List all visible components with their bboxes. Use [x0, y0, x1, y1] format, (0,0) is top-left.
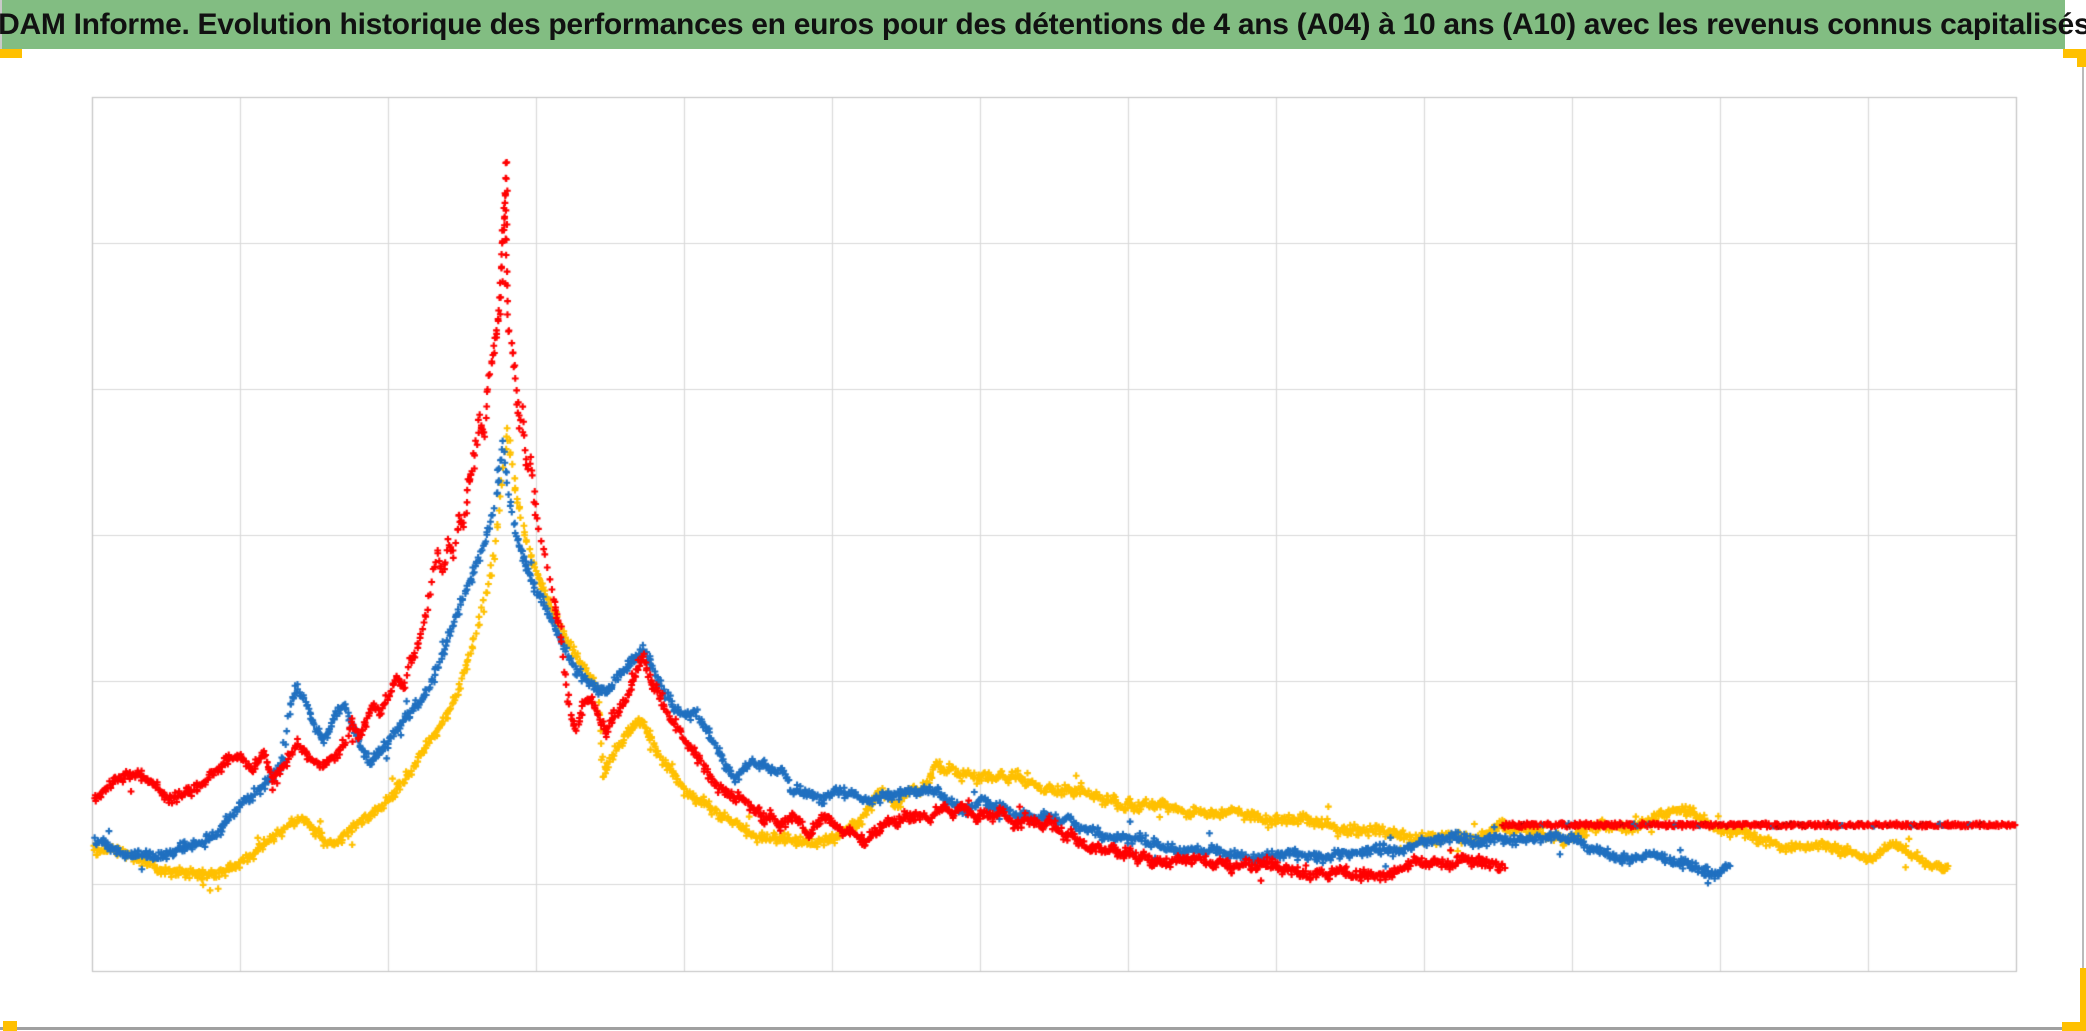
page-frame: ADAM Informe. Evolution historique des p…	[0, 0, 2086, 1031]
performance-scatter-chart	[0, 0, 2086, 1031]
